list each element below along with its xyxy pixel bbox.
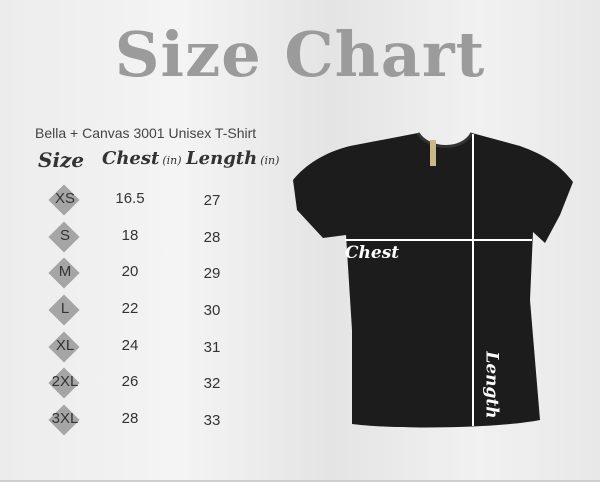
- tag: [430, 140, 436, 166]
- length-cell: 30: [203, 302, 221, 319]
- table-row: L 22 30: [0, 294, 290, 327]
- chest-cell: 24: [121, 337, 139, 354]
- table-row: S 18 28: [0, 221, 290, 254]
- length-cell: 31: [203, 339, 221, 356]
- chest-cell: 28: [121, 410, 139, 427]
- size-cell: 2XL: [51, 373, 79, 390]
- chest-cell: 20: [121, 263, 139, 280]
- table-row: 3XL 28 33: [0, 404, 290, 437]
- header-chest: Chest (in): [102, 148, 182, 169]
- size-cell: S: [59, 227, 70, 244]
- size-cell: M: [58, 263, 72, 280]
- header-size: Size: [38, 148, 85, 172]
- header-chest-label: Chest: [102, 148, 160, 169]
- size-cell: 3XL: [51, 410, 79, 427]
- size-cell: XL: [55, 337, 75, 354]
- table-row: M 20 29: [0, 257, 290, 290]
- product-subtitle: Bella + Canvas 3001 Unisex T-Shirt: [35, 125, 257, 141]
- table-row: 2XL 26 32: [0, 367, 290, 400]
- header-length-unit: (in): [260, 154, 280, 167]
- size-cell: XS: [54, 190, 75, 207]
- chest-cell: 18: [121, 227, 139, 244]
- header-chest-unit: (in): [162, 154, 182, 167]
- page-title: Size Chart: [114, 18, 486, 91]
- header-length-label: Length: [186, 148, 258, 169]
- length-cell: 29: [203, 265, 221, 282]
- chest-cell: 16.5: [115, 190, 145, 207]
- length-cell: 27: [203, 192, 221, 209]
- collar: [416, 132, 474, 148]
- length-cell: 33: [203, 412, 221, 429]
- length-cell: 28: [203, 229, 221, 246]
- size-cell: L: [60, 300, 70, 317]
- length-cell: 32: [203, 375, 221, 392]
- chest-label: Chest: [345, 243, 400, 263]
- tshirt-shape: [293, 133, 573, 428]
- length-label: Length: [481, 351, 502, 419]
- chest-cell: 22: [121, 300, 139, 317]
- table-row: XS 16.5 27: [0, 184, 290, 217]
- header-length: Length (in): [186, 148, 279, 169]
- chest-cell: 26: [121, 373, 139, 390]
- table-row: XL 24 31: [0, 331, 290, 364]
